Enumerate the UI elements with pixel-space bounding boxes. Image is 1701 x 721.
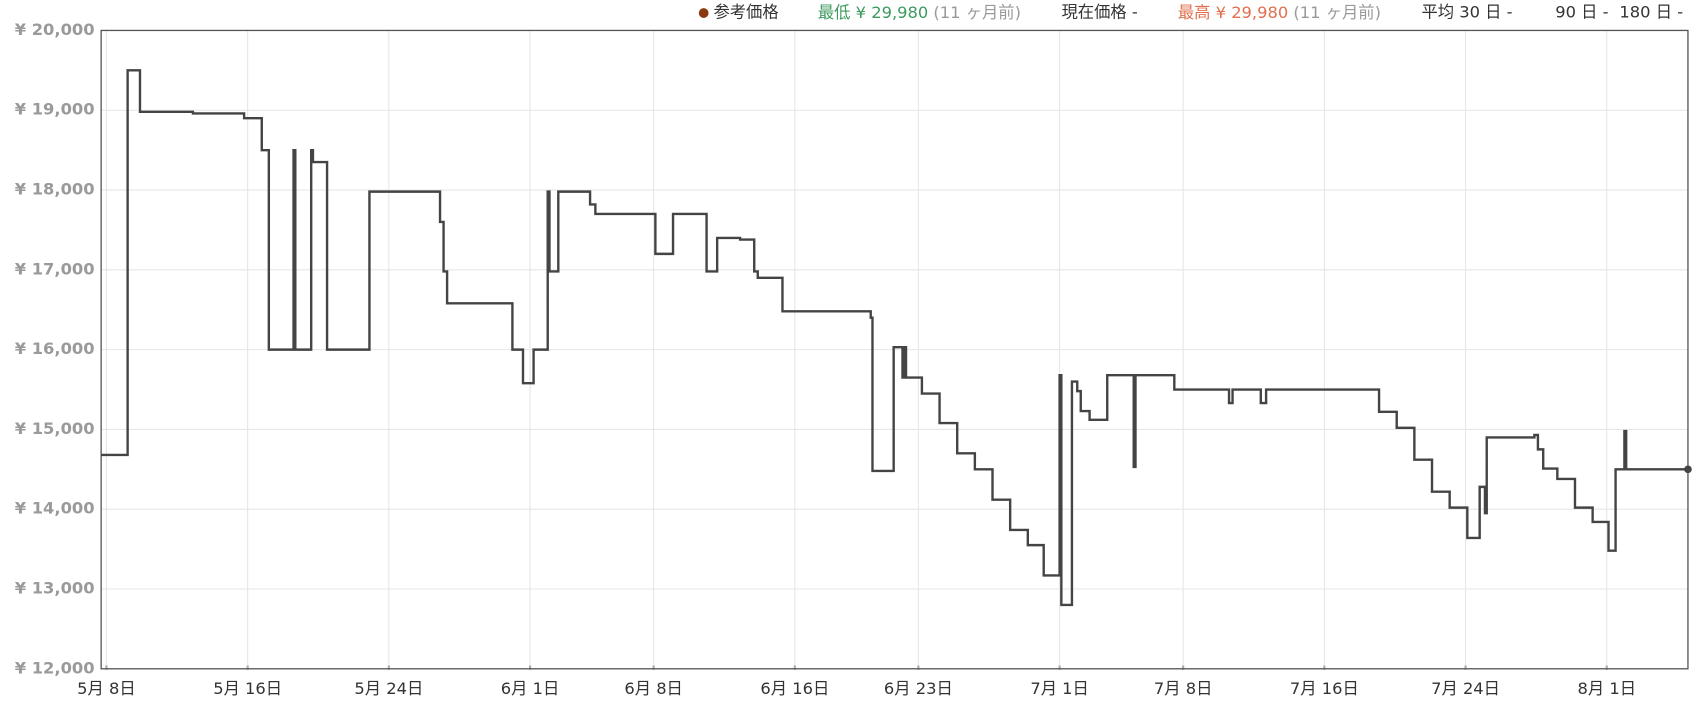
legend-reference: 参考価格 [713,3,778,22]
y-tick-label: ¥ 12,000 [15,658,95,677]
x-tick-label: 6月 1日 [501,679,560,698]
lowest-price: ¥ 29,980 [856,3,929,22]
y-tick-label: ¥ 14,000 [15,499,95,518]
lowest-label: 最低 [818,3,851,22]
y-tick-label: ¥ 20,000 [15,20,95,39]
x-tick-label: 6月 23日 [884,679,953,698]
lowest-ago: (11 ヶ月前) [933,3,1021,22]
x-tick-label: 5月 16日 [213,679,282,698]
legend-average: 180 日 - [1619,3,1683,22]
x-tick-label: 7月 16日 [1290,679,1359,698]
end-point [1684,465,1692,474]
highest-label: 最高 [1178,3,1211,22]
price-line [101,69,1688,607]
legend-average: 90 日 - [1555,3,1608,22]
legend-dot [698,8,709,18]
y-tick-label: ¥ 19,000 [15,100,95,119]
legend-average: 平均 30 日 - [1421,3,1512,22]
x-tick-label: 5月 8日 [77,679,136,698]
x-tick-label: 7月 8日 [1154,679,1213,698]
plot-frame [100,29,1689,670]
x-tick-label: 5月 24日 [354,679,423,698]
y-tick-label: ¥ 13,000 [15,579,95,598]
x-tick-label: 6月 16日 [760,679,829,698]
y-tick-label: ¥ 17,000 [15,259,95,278]
x-tick-label: 7月 1日 [1030,679,1089,698]
legend-lowest: 最低 ¥ 29,980 (11 ヶ月前) [818,3,1021,22]
y-tick-label: ¥ 18,000 [15,180,95,199]
y-tick-label: ¥ 16,000 [15,339,95,358]
x-tick-label: 6月 8日 [624,679,683,698]
legend-current: 現在価格 - [1061,3,1137,22]
y-tick-label: ¥ 15,000 [15,419,95,438]
highest-ago: (11 ヶ月前) [1293,3,1381,22]
x-tick-label: 8月 1日 [1577,679,1636,698]
x-tick-label: 7月 24日 [1431,679,1500,698]
legend-highest: 最高 ¥ 29,980 (11 ヶ月前) [1178,3,1381,22]
highest-price: ¥ 29,980 [1216,3,1289,22]
